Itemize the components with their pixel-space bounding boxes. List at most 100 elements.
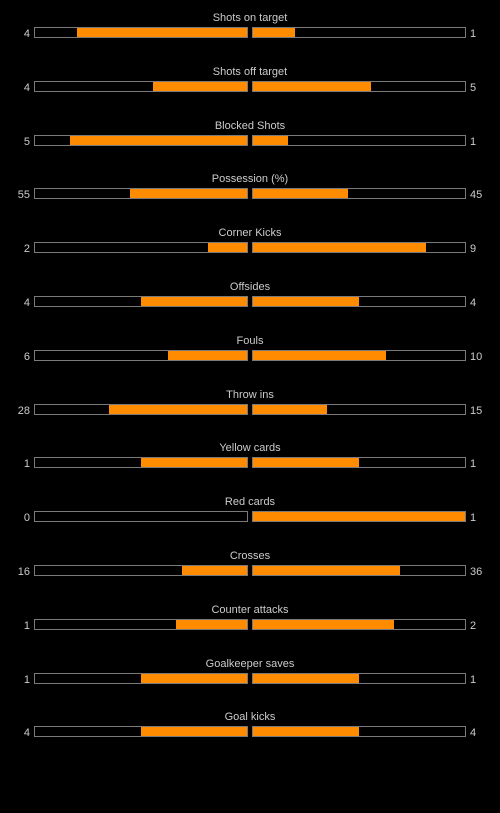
stat-label: Corner Kicks <box>218 227 282 240</box>
stat-label: Goalkeeper saves <box>205 657 295 670</box>
away-value: 1 <box>470 28 477 40</box>
stat-row: Goalkeeper saves 1 1 <box>0 657 500 711</box>
stat-label: Shots off target <box>212 65 288 78</box>
away-bar-fill <box>253 81 371 91</box>
home-value: 4 <box>23 727 30 740</box>
home-value: 28 <box>17 404 30 417</box>
away-value: 4 <box>470 727 477 740</box>
away-bar-fill <box>253 404 327 414</box>
home-bar-fill <box>141 458 247 468</box>
stat-row: Offsides 4 4 <box>0 280 500 334</box>
away-bar-fill <box>253 619 395 629</box>
away-value: 9 <box>470 243 477 256</box>
home-bar-fill <box>176 619 247 629</box>
away-bar-fill <box>253 189 349 199</box>
stat-row: Possession (%) 55 45 <box>0 172 500 226</box>
away-value: 10 <box>470 350 483 363</box>
stat-row: Blocked Shots 5 1 <box>0 119 500 173</box>
home-value: 5 <box>23 135 30 148</box>
home-value: 1 <box>23 458 30 471</box>
home-bar-fill <box>208 243 247 253</box>
away-bar-fill <box>253 565 400 575</box>
home-value: 4 <box>23 28 30 40</box>
away-bar <box>252 457 466 469</box>
home-value: 4 <box>23 296 30 309</box>
away-value: 1 <box>470 673 477 686</box>
stat-row: Fouls 6 10 <box>0 334 500 388</box>
stat-row: Throw ins 28 15 <box>0 388 500 442</box>
away-bar <box>252 295 466 307</box>
stat-row: Shots off target 4 5 <box>0 65 500 119</box>
home-bar <box>34 27 248 38</box>
away-bar <box>252 27 466 38</box>
home-bar <box>34 511 248 523</box>
stat-row: Crosses 16 36 <box>0 549 500 603</box>
stat-label: Red cards <box>224 496 276 509</box>
home-bar <box>34 457 248 469</box>
home-bar-fill <box>77 28 247 37</box>
stat-label: Blocked Shots <box>214 119 286 132</box>
home-bar-fill <box>141 296 247 306</box>
away-value: 5 <box>470 81 477 94</box>
away-value: 36 <box>470 565 483 578</box>
away-value: 15 <box>470 404 483 417</box>
away-value: 45 <box>470 189 483 202</box>
home-bar-fill <box>141 673 247 683</box>
home-bar-fill <box>70 135 247 145</box>
away-bar-fill <box>253 135 289 145</box>
home-bar <box>34 564 248 576</box>
stat-label: Counter attacks <box>211 603 289 616</box>
away-bar-fill <box>253 512 465 522</box>
stat-label: Fouls <box>236 334 264 347</box>
away-bar-fill <box>253 727 359 737</box>
away-bar <box>252 726 466 738</box>
away-bar-fill <box>253 673 359 683</box>
home-value: 55 <box>17 189 30 202</box>
home-bar <box>34 80 248 92</box>
home-bar-fill <box>141 727 247 737</box>
away-bar <box>252 564 466 576</box>
away-bar <box>252 618 466 630</box>
home-bar <box>34 618 248 630</box>
stat-row: Yellow cards 1 1 <box>0 441 500 495</box>
home-bar-fill <box>152 81 247 91</box>
stat-row: Goal kicks 4 4 <box>0 710 500 764</box>
home-value: 6 <box>23 350 30 363</box>
home-value: 0 <box>23 512 30 525</box>
home-bar <box>34 242 248 254</box>
away-bar <box>252 134 466 146</box>
home-value: 1 <box>23 619 30 632</box>
stat-label: Throw ins <box>226 388 274 401</box>
home-bar <box>34 349 248 361</box>
home-bar-fill <box>130 189 247 199</box>
home-bar-fill <box>109 404 247 414</box>
home-bar <box>34 188 248 200</box>
away-value: 2 <box>470 619 477 632</box>
match-stats-list: Shots on target 4 1 Shots off target 4 5 Block… <box>0 11 500 764</box>
stat-row: Corner Kicks 2 9 <box>0 226 500 280</box>
home-bar <box>34 134 248 146</box>
home-bar <box>34 403 248 415</box>
away-bar <box>252 242 466 254</box>
stat-label: Yellow cards <box>219 442 281 455</box>
home-bar <box>34 726 248 738</box>
away-value: 4 <box>470 296 477 309</box>
away-bar-fill <box>253 28 296 37</box>
stat-label: Goal kicks <box>224 711 276 724</box>
stat-label: Shots on target <box>212 12 288 24</box>
home-bar-fill <box>167 350 247 360</box>
home-value: 16 <box>17 565 30 578</box>
home-value: 2 <box>23 243 30 256</box>
away-value: 1 <box>470 458 477 471</box>
away-bar-fill <box>253 350 386 360</box>
stat-label: Offsides <box>229 280 271 293</box>
home-value: 1 <box>23 673 30 686</box>
away-bar <box>252 80 466 92</box>
stat-row: Red cards 0 1 <box>0 495 500 549</box>
away-value: 1 <box>470 512 477 525</box>
home-bar <box>34 295 248 307</box>
stat-row: Shots on target 4 1 <box>0 11 500 65</box>
away-bar <box>252 511 466 523</box>
away-bar-fill <box>253 296 359 306</box>
away-bar <box>252 188 466 200</box>
